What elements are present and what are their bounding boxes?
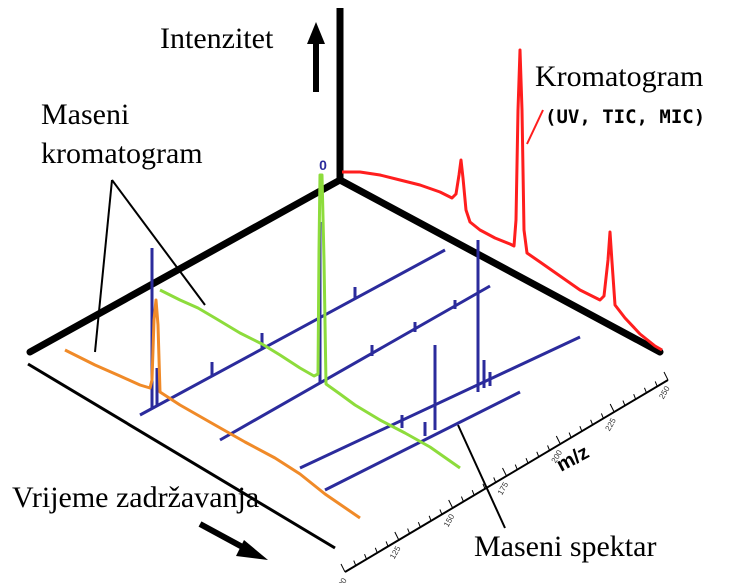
plane-edge-back-left bbox=[26, 176, 344, 356]
mz-tick-label: 125 bbox=[388, 544, 403, 561]
mz-axis-tick bbox=[439, 509, 443, 515]
mz-axis-tick bbox=[644, 387, 647, 393]
mz-tick-label: 250 bbox=[657, 384, 672, 401]
mz-axis-tick bbox=[502, 467, 507, 477]
mz-axis-tick bbox=[590, 419, 594, 425]
spectrum-4-baseline bbox=[324, 390, 521, 492]
mz-tick-label: 100 bbox=[334, 576, 349, 583]
mz-axis-tick bbox=[663, 371, 669, 381]
spectrum-1-baseline bbox=[139, 248, 446, 417]
retention-time-label: Vrijeme zadržavanja bbox=[12, 481, 260, 514]
mz-axis-tick bbox=[340, 563, 346, 573]
mass-chromatogram-label: Maseni kromatogram bbox=[41, 95, 203, 173]
mz-axis-tick bbox=[536, 451, 540, 457]
mz-axis-tick bbox=[482, 483, 486, 489]
time-arrow-shaft bbox=[198, 521, 250, 553]
spectrum-3-baseline bbox=[299, 335, 581, 470]
mass-chromatogram-green bbox=[159, 173, 461, 470]
mass-chromatogram-orange bbox=[64, 298, 361, 520]
time-arrow-head bbox=[236, 540, 268, 560]
mz-axis-tick bbox=[622, 400, 626, 406]
origin-tick: 0 bbox=[319, 157, 327, 173]
mz-axis-tick bbox=[374, 547, 378, 553]
mz-axis-tick bbox=[654, 381, 658, 387]
pointer-kromatogram bbox=[526, 109, 544, 145]
mz-axis-tick bbox=[609, 403, 615, 413]
mz-axis-tick bbox=[407, 528, 411, 534]
intensity-arrow-head bbox=[307, 22, 325, 44]
mz-axis-tick bbox=[364, 554, 367, 560]
base-plane bbox=[26, 176, 664, 356]
mz-axis-tick bbox=[394, 531, 400, 541]
pointer-maseni-to-orange bbox=[94, 179, 113, 353]
total-chromatogram-red bbox=[342, 48, 663, 352]
pointer-lines bbox=[94, 179, 506, 529]
mz-axis-tick bbox=[353, 560, 357, 566]
mz-axis-tick bbox=[448, 499, 454, 509]
mz-axis-tick bbox=[633, 394, 637, 400]
mz-tick-label: 175 bbox=[496, 480, 511, 497]
mz-axis-tick bbox=[568, 432, 572, 438]
mass-chromatogram-label-line2: kromatogram bbox=[41, 137, 203, 170]
mz-axis-tick bbox=[555, 435, 561, 445]
mz-axis-tick bbox=[493, 477, 497, 483]
mz-axis-tick bbox=[525, 458, 529, 464]
mass-spectra bbox=[139, 222, 581, 492]
plane-edge-front-left bbox=[27, 362, 336, 550]
mz-axis-label: m/z bbox=[553, 441, 593, 476]
mz-tick-label: 225 bbox=[603, 416, 618, 433]
mz-axis-tick bbox=[547, 445, 551, 451]
mz-axis-tick bbox=[428, 515, 432, 521]
chromatogram-label: Kromatogram bbox=[535, 60, 704, 93]
mz-axis-tick bbox=[417, 522, 421, 528]
intensity-label: Intenzitet bbox=[160, 22, 274, 55]
mass-spectrum-label: Maseni spektar bbox=[474, 530, 657, 563]
mz-tick-label: 150 bbox=[442, 512, 457, 529]
pointer-spectar bbox=[457, 424, 506, 529]
mz-axis-tick bbox=[579, 426, 583, 432]
mz-axis-tick bbox=[514, 464, 518, 470]
mz-axis-tick bbox=[460, 496, 464, 502]
spectrum-2-baseline bbox=[219, 284, 491, 442]
mz-axis-tick bbox=[471, 490, 475, 496]
chromatogram-sublabel: (UV, TIC, MIC) bbox=[545, 106, 706, 128]
mz-axis-tick bbox=[600, 413, 604, 419]
mz-axis-tick bbox=[385, 541, 389, 547]
mass-chromatogram-label-line1: Maseni bbox=[41, 98, 130, 131]
pointer-maseni-to-green bbox=[111, 179, 206, 306]
plane-edge-back-right bbox=[336, 176, 664, 356]
